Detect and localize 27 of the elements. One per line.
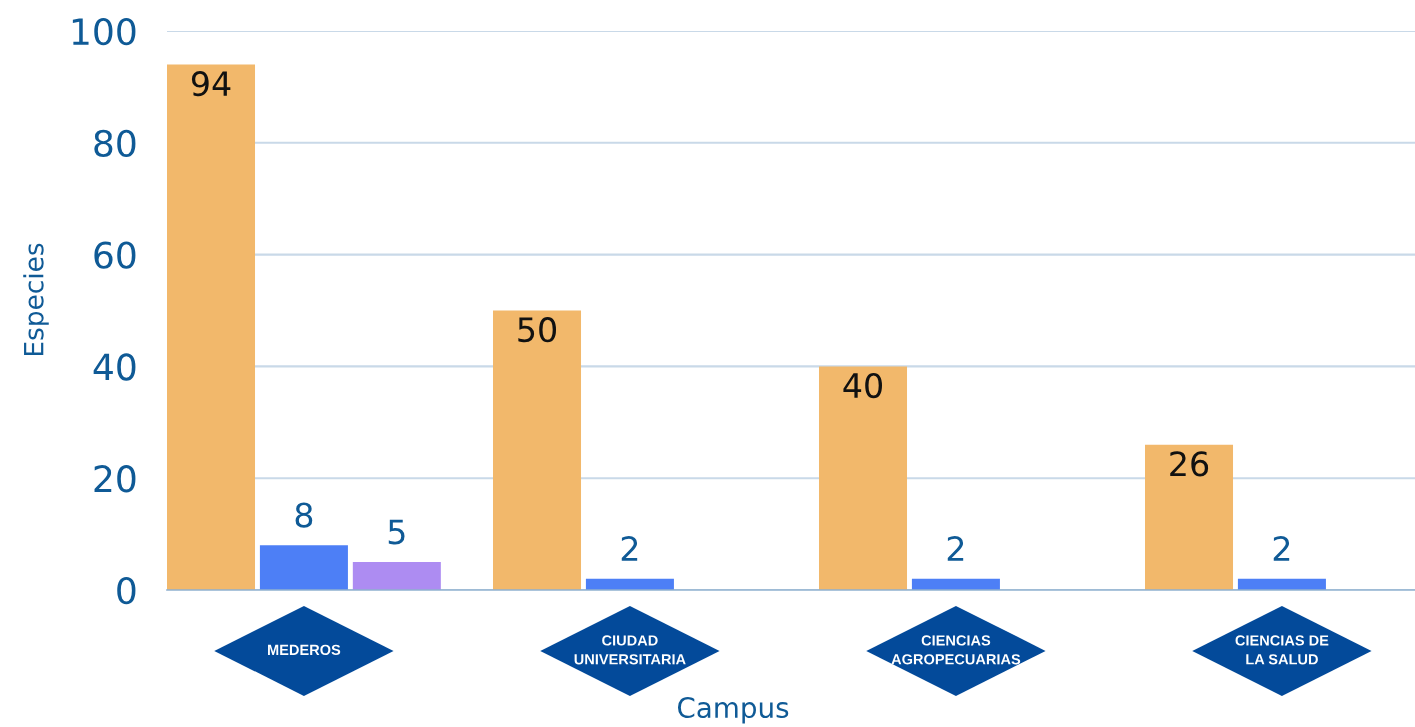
y-tick-label: 40 (93, 353, 136, 381)
x-axis-title: Campus (677, 697, 789, 724)
data-label: 2 (947, 536, 964, 561)
x-tick-label: CIENCIAS DE LA SALUD (1235, 635, 1329, 665)
bar (259, 545, 348, 590)
data-label: 40 (843, 372, 882, 399)
data-label: 5 (388, 519, 405, 545)
y-axis-title: Especies (23, 243, 49, 356)
bar (819, 366, 908, 590)
data-label: 50 (518, 317, 556, 343)
x-tick-label: CIUDAD UNIVERSITARIA (574, 635, 686, 665)
y-tick-label: 80 (94, 129, 136, 158)
bar (493, 310, 582, 590)
data-label: 2 (1273, 536, 1290, 561)
data-label: 26 (1170, 451, 1209, 477)
data-label: 2 (621, 536, 638, 561)
y-tick-label: 100 (72, 17, 136, 46)
y-tick-label: 0 (117, 576, 136, 605)
x-tick-label: MEDEROS (268, 644, 341, 656)
data-label: 8 (295, 502, 313, 528)
y-tick-label: 20 (94, 465, 136, 493)
bar (352, 562, 441, 590)
bar (167, 64, 256, 590)
x-tick-label: CIENCIAS AGROPECUARIAS (891, 635, 1021, 665)
data-label: 94 (191, 71, 231, 97)
bar (1145, 444, 1234, 590)
y-tick-label: 60 (94, 241, 136, 269)
